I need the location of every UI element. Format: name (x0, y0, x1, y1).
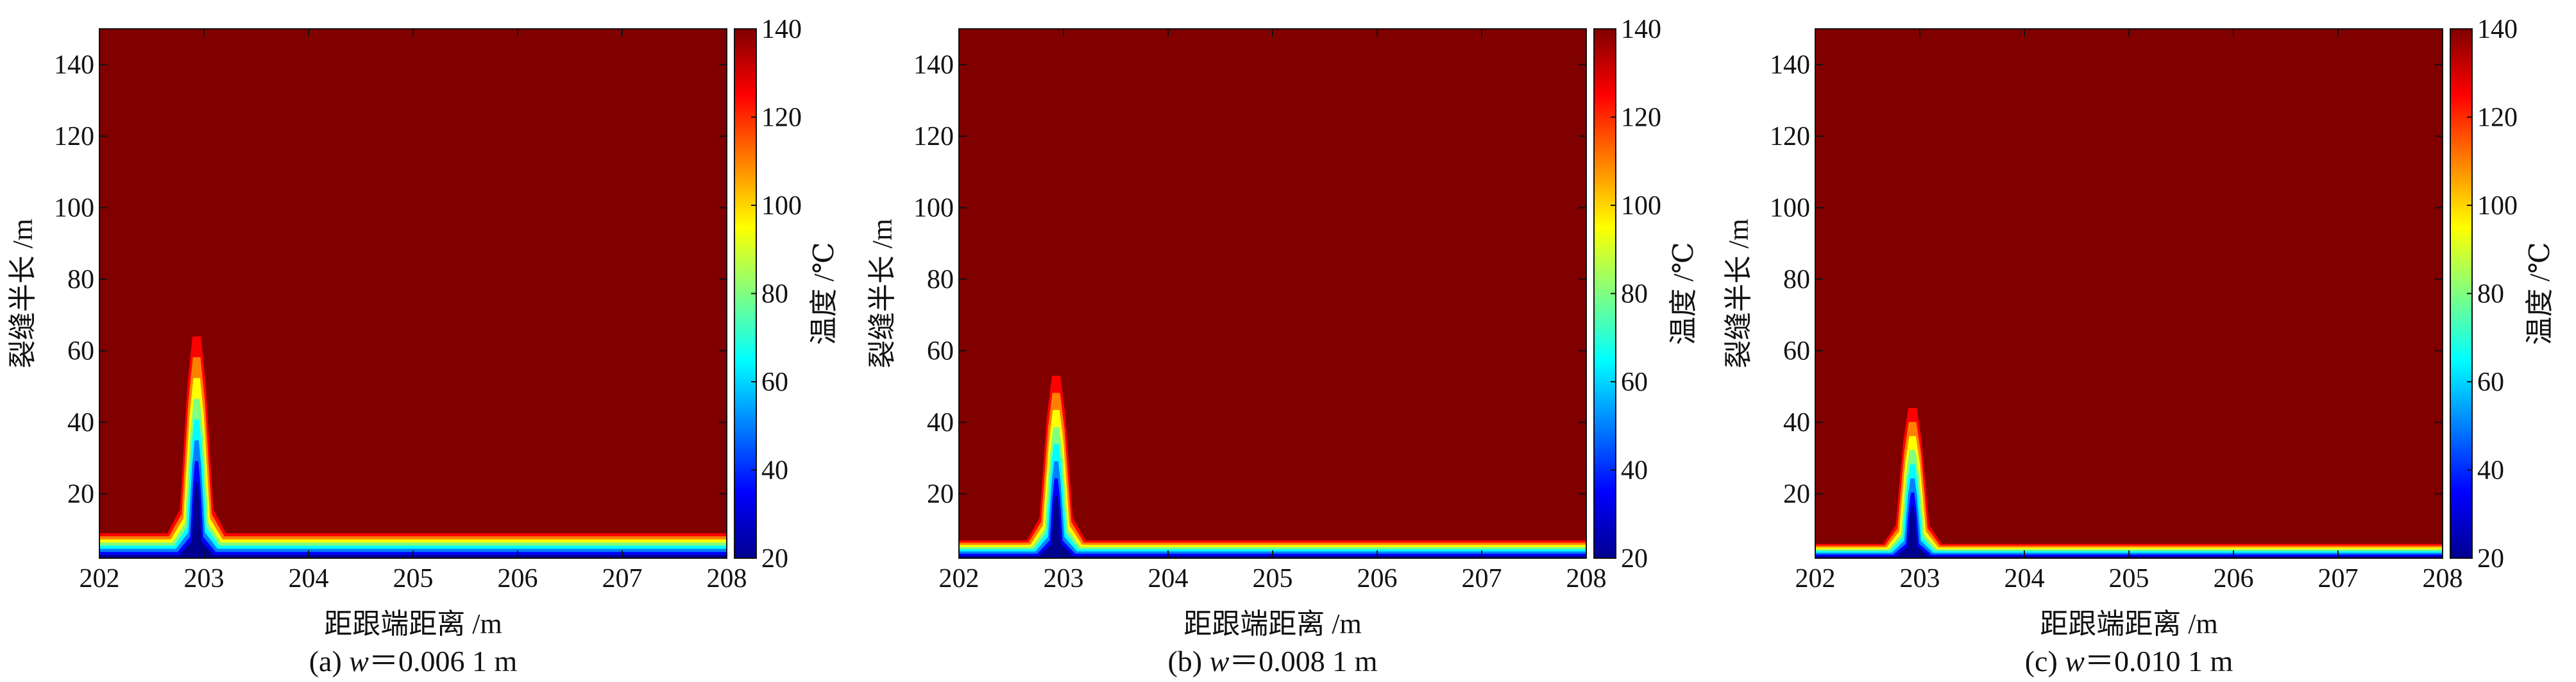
x-tick-label: 202 (80, 564, 120, 593)
colorbar-tick-label: 120 (1621, 103, 1661, 133)
x-tick-label: 206 (498, 564, 538, 593)
colorbar-tick-label: 140 (1621, 15, 1661, 44)
colorbar-tick-label: 40 (2477, 456, 2504, 486)
colorbar-tick-label: 100 (2477, 191, 2518, 221)
x-tick-label: 207 (1462, 564, 1502, 593)
caption-value: ＝0.010 1 m (2085, 645, 2233, 678)
y-tick-label: 20 (1783, 480, 1810, 509)
y-tick-label: 120 (913, 122, 954, 151)
colorbar-tick-label: 120 (761, 103, 802, 133)
caption-value: ＝0.008 1 m (1229, 645, 1378, 678)
colorbar-label: 温度 /℃ (2524, 242, 2555, 345)
y-axis-label: 裂缝半长 /m (7, 219, 38, 368)
x-axis-label: 距跟端距离 /m (1183, 608, 1361, 640)
temperature-contour (99, 378, 727, 558)
x-tick-label: 203 (1044, 564, 1084, 593)
colorbar-tick-label: 80 (2477, 280, 2504, 309)
colorbar-tick-label: 40 (1621, 456, 1648, 486)
y-tick-label: 140 (1770, 51, 1810, 80)
caption-prefix: (a) (309, 645, 350, 678)
y-tick-label: 80 (927, 265, 954, 294)
caption-variable: w (349, 645, 369, 678)
colorbar-tick-label: 140 (761, 15, 802, 44)
x-tick-label: 205 (1253, 564, 1293, 593)
x-tick-label: 202 (1795, 564, 1836, 593)
colorbar-tick-label: 20 (1621, 544, 1648, 574)
x-tick-label: 207 (602, 564, 643, 593)
plot-area (1815, 29, 2443, 558)
y-tick-label: 40 (1783, 408, 1810, 438)
y-tick-label: 80 (1783, 265, 1810, 294)
colorbar-tick-label: 60 (1621, 368, 1648, 397)
panel-caption: (c) w＝0.010 1 m (2025, 645, 2233, 678)
colorbar-tick-label: 80 (761, 280, 788, 309)
panel-b: 202 203 204 205 206 207 208 20 40 60 80 100 120 140 距跟… (867, 15, 1699, 678)
temperature-contour (99, 336, 727, 558)
y-tick-label: 120 (1770, 122, 1810, 151)
colorbar-tick-label: 60 (2477, 368, 2504, 397)
plot-area (959, 29, 1586, 558)
colorbar-tick-label: 120 (2477, 103, 2518, 133)
panel-a: 202 203 204 205 206 207 208 20 40 60 80 100 120 140 距跟… (7, 15, 840, 678)
x-tick-label: 203 (1900, 564, 1940, 593)
caption-variable: w (1210, 645, 1230, 678)
colorbar: 20 40 60 80 100 120 140 温度 /℃ (734, 15, 840, 574)
x-tick-label: 202 (939, 564, 979, 593)
x-tick-label: 207 (2318, 564, 2359, 593)
panel-c: 202 203 204 205 206 207 208 20 40 60 80 100 120 140 距跟… (1723, 15, 2555, 678)
x-axis-label: 距跟端距离 /m (324, 608, 502, 640)
colorbar-tick-label: 20 (761, 544, 788, 574)
y-tick-label: 100 (54, 194, 94, 223)
temperature-contour (99, 357, 727, 558)
y-tick-label: 100 (913, 194, 954, 223)
caption-variable: w (2065, 645, 2085, 678)
x-tick-label: 208 (2423, 564, 2463, 593)
colorbar-tick-label: 20 (2477, 544, 2504, 574)
y-tick-label: 140 (54, 51, 94, 80)
colorbar-tick-label: 60 (761, 368, 788, 397)
y-tick-label: 80 (67, 265, 94, 294)
caption-value: ＝0.006 1 m (369, 645, 518, 678)
x-tick-label: 208 (1566, 564, 1607, 593)
y-tick-label: 60 (1783, 337, 1810, 366)
x-axis-label: 距跟端距离 /m (2040, 608, 2217, 640)
x-tick-label: 208 (707, 564, 747, 593)
panel-caption: (b) w＝0.008 1 m (1167, 645, 1377, 678)
x-tick-label: 205 (2109, 564, 2149, 593)
x-tick-label: 203 (184, 564, 225, 593)
y-tick-label: 100 (1770, 194, 1810, 223)
y-tick-label: 120 (54, 122, 94, 151)
colorbar-label: 温度 /℃ (1668, 242, 1699, 345)
colorbar-tick-label: 40 (761, 456, 788, 486)
x-tick-label: 204 (289, 564, 329, 593)
caption-prefix: (b) (1167, 645, 1209, 678)
y-axis-label: 裂缝半长 /m (867, 219, 898, 368)
y-tick-label: 140 (913, 51, 954, 80)
colorbar-tick-label: 100 (1621, 191, 1661, 221)
colorbar: 20 40 60 80 100 120 140 温度 /℃ (1593, 15, 1699, 574)
colorbar: 20 40 60 80 100 120 140 温度 /℃ (2450, 15, 2555, 574)
x-tick-label: 204 (1148, 564, 1189, 593)
y-axis-label: 裂缝半长 /m (1723, 219, 1754, 368)
x-tick-label: 204 (2004, 564, 2045, 593)
y-tick-label: 60 (67, 337, 94, 366)
colorbar-label: 温度 /℃ (808, 242, 840, 345)
caption-prefix: (c) (2025, 645, 2065, 678)
y-tick-label: 60 (927, 337, 954, 366)
plot-area (99, 29, 727, 558)
y-tick-label: 20 (927, 480, 954, 509)
x-tick-label: 205 (393, 564, 434, 593)
x-tick-label: 206 (1357, 564, 1398, 593)
colorbar-tick-label: 140 (2477, 15, 2518, 44)
y-tick-label: 40 (927, 408, 954, 438)
y-tick-label: 40 (67, 408, 94, 438)
panel-caption: (a) w＝0.006 1 m (309, 645, 518, 678)
colorbar-tick-label: 100 (761, 191, 802, 221)
x-tick-label: 206 (2214, 564, 2254, 593)
colorbar-tick-label: 80 (1621, 280, 1648, 309)
y-tick-label: 20 (67, 480, 94, 509)
